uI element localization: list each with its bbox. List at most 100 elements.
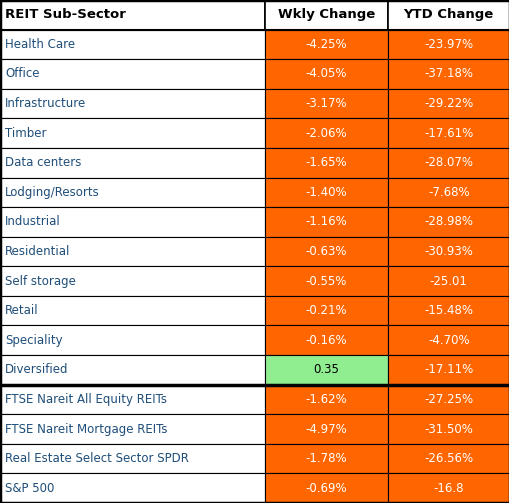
Text: -4.97%: -4.97%	[305, 423, 347, 436]
Bar	[0, 0, 265, 30]
Text: -7.68%: -7.68%	[427, 186, 469, 199]
Text: -15.48%: -15.48%	[423, 304, 472, 317]
Bar	[387, 118, 509, 148]
Bar	[0, 414, 265, 444]
Text: -2.06%: -2.06%	[305, 127, 347, 140]
Text: -17.61%: -17.61%	[423, 127, 472, 140]
Bar	[0, 237, 265, 266]
Text: -1.65%: -1.65%	[305, 156, 347, 169]
Text: FTSE Nareit All Equity REITs: FTSE Nareit All Equity REITs	[5, 393, 167, 406]
Bar	[0, 30, 265, 59]
Bar	[387, 355, 509, 385]
Bar	[265, 385, 387, 414]
Text: FTSE Nareit Mortgage REITs: FTSE Nareit Mortgage REITs	[5, 423, 167, 436]
Bar	[265, 414, 387, 444]
Bar	[0, 59, 265, 89]
Bar	[265, 444, 387, 473]
Text: Data centers: Data centers	[5, 156, 81, 169]
Bar	[387, 178, 509, 207]
Bar	[265, 266, 387, 296]
Text: -26.56%: -26.56%	[423, 452, 472, 465]
Text: -4.70%: -4.70%	[427, 334, 469, 347]
Bar	[387, 414, 509, 444]
Text: -3.17%: -3.17%	[305, 97, 347, 110]
Text: -25.01: -25.01	[429, 275, 467, 288]
Bar	[387, 385, 509, 414]
Text: Health Care: Health Care	[5, 38, 75, 51]
Bar	[0, 178, 265, 207]
Text: Retail: Retail	[5, 304, 39, 317]
Bar	[265, 148, 387, 178]
Bar	[0, 118, 265, 148]
Bar	[265, 89, 387, 118]
Text: -1.78%: -1.78%	[305, 452, 347, 465]
Text: YTD Change: YTD Change	[403, 8, 493, 21]
Text: Lodging/Resorts: Lodging/Resorts	[5, 186, 100, 199]
Bar	[265, 237, 387, 266]
Text: Office: Office	[5, 67, 40, 80]
Text: Real Estate Select Sector SPDR: Real Estate Select Sector SPDR	[5, 452, 189, 465]
Text: -27.25%: -27.25%	[423, 393, 472, 406]
Text: 0.35: 0.35	[313, 363, 338, 376]
Text: -0.21%: -0.21%	[305, 304, 347, 317]
Text: -28.98%: -28.98%	[423, 215, 472, 228]
Text: -0.63%: -0.63%	[305, 245, 347, 258]
Text: Speciality: Speciality	[5, 334, 63, 347]
Bar	[0, 473, 265, 503]
Bar	[387, 207, 509, 237]
Bar	[387, 237, 509, 266]
Bar	[265, 59, 387, 89]
Text: -29.22%: -29.22%	[423, 97, 472, 110]
Text: Infrastructure: Infrastructure	[5, 97, 86, 110]
Bar	[0, 89, 265, 118]
Text: -4.25%: -4.25%	[305, 38, 347, 51]
Bar	[0, 325, 265, 355]
Bar	[387, 59, 509, 89]
Text: -0.16%: -0.16%	[305, 334, 347, 347]
Bar	[0, 355, 265, 385]
Text: -30.93%: -30.93%	[423, 245, 472, 258]
Text: Industrial: Industrial	[5, 215, 61, 228]
Text: Diversified: Diversified	[5, 363, 69, 376]
Bar	[265, 178, 387, 207]
Text: REIT Sub-Sector: REIT Sub-Sector	[5, 8, 126, 21]
Text: -0.69%: -0.69%	[305, 482, 347, 495]
Text: -0.55%: -0.55%	[305, 275, 347, 288]
Text: Residential: Residential	[5, 245, 70, 258]
Bar	[387, 296, 509, 325]
Bar	[387, 30, 509, 59]
Bar	[265, 0, 387, 30]
Bar	[387, 473, 509, 503]
Bar	[265, 296, 387, 325]
Text: -23.97%: -23.97%	[423, 38, 472, 51]
Bar	[387, 444, 509, 473]
Bar	[0, 296, 265, 325]
Bar	[0, 385, 265, 414]
Text: -1.40%: -1.40%	[305, 186, 347, 199]
Bar	[0, 444, 265, 473]
Bar	[387, 325, 509, 355]
Text: -37.18%: -37.18%	[423, 67, 472, 80]
Text: Self storage: Self storage	[5, 275, 76, 288]
Bar	[265, 207, 387, 237]
Text: -17.11%: -17.11%	[423, 363, 472, 376]
Bar	[387, 0, 509, 30]
Text: -1.16%: -1.16%	[305, 215, 347, 228]
Text: -31.50%: -31.50%	[423, 423, 472, 436]
Bar	[0, 207, 265, 237]
Bar	[0, 148, 265, 178]
Text: -1.62%: -1.62%	[305, 393, 347, 406]
Text: -28.07%: -28.07%	[423, 156, 472, 169]
Bar	[265, 473, 387, 503]
Text: Timber: Timber	[5, 127, 46, 140]
Bar	[387, 266, 509, 296]
Bar	[265, 30, 387, 59]
Text: S&P 500: S&P 500	[5, 482, 54, 495]
Bar	[0, 266, 265, 296]
Bar	[265, 355, 387, 385]
Text: -16.8: -16.8	[433, 482, 463, 495]
Text: -4.05%: -4.05%	[305, 67, 347, 80]
Bar	[265, 325, 387, 355]
Bar	[387, 89, 509, 118]
Bar	[387, 148, 509, 178]
